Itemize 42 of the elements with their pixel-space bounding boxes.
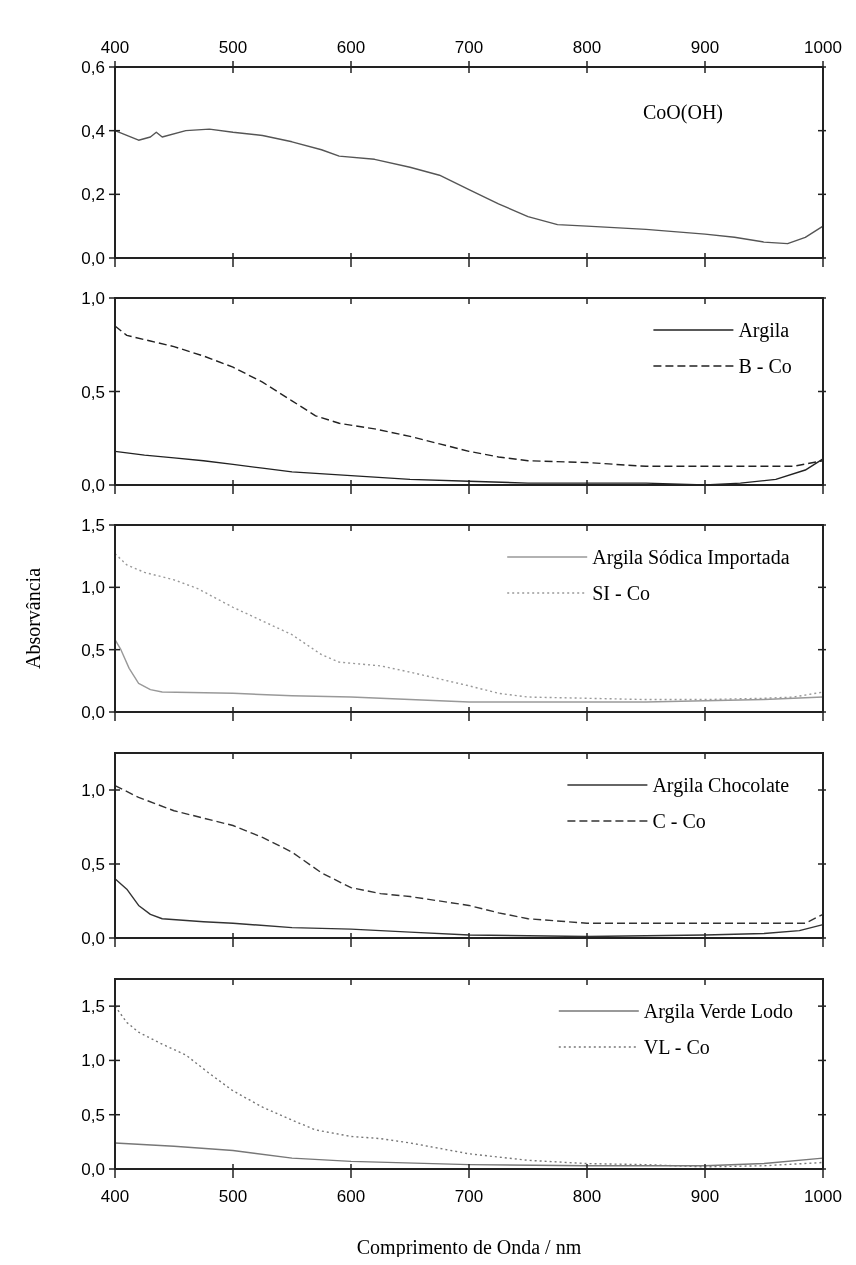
y-tick-label: 0,0 (81, 1160, 105, 1179)
legend-label: Argila Sódica Importada (592, 546, 790, 569)
legend-label: VL - Co (643, 1036, 710, 1058)
annotation: CoO(OH) (643, 101, 723, 124)
legend-label: C - Co (652, 810, 706, 832)
x-tick-label: 800 (572, 1187, 602, 1206)
legend-label: Argila Chocolate (652, 774, 790, 797)
legend-label: Argila (738, 319, 790, 342)
x-tick-label: 600 (336, 38, 366, 57)
x-tick-label: 500 (218, 1187, 248, 1206)
x-tick-label: 700 (454, 1187, 484, 1206)
y-tick-label: 0,0 (81, 703, 105, 722)
y-tick-label: 0,0 (81, 249, 105, 268)
x-tick-label: 400 (100, 38, 130, 57)
y-tick-label: 0,0 (81, 929, 105, 948)
y-axis-title: Absorvância (22, 567, 44, 670)
y-tick-label: 0,5 (81, 382, 105, 402)
legend-label: B - Co (738, 355, 792, 377)
y-tick-label: 0,5 (81, 855, 105, 874)
x-tick-label: 800 (572, 38, 602, 57)
y-tick-label: 1,5 (81, 516, 105, 535)
y-tick-label: 0,0 (81, 476, 105, 495)
y-tick-label: 1,0 (81, 289, 105, 308)
y-tick-label: 0,5 (81, 640, 105, 660)
y-tick-label: 1,5 (81, 997, 105, 1017)
y-tick-label: 1,0 (81, 781, 105, 800)
y-tick-label: 1,0 (81, 578, 105, 598)
x-tick-label: 400 (100, 1187, 130, 1206)
y-tick-label: 0,6 (81, 58, 105, 77)
x-tick-label: 1000 (804, 1187, 842, 1206)
legend-label: Argila Verde Lodo (643, 1000, 794, 1023)
x-tick-label: 600 (336, 1187, 366, 1206)
x-tick-label: 900 (690, 38, 720, 57)
x-tick-label: 500 (218, 38, 248, 57)
y-tick-label: 0,5 (81, 1105, 105, 1125)
x-tick-label: 1000 (804, 38, 842, 57)
y-tick-label: 0,2 (81, 185, 105, 205)
legend-label: SI - Co (592, 582, 650, 604)
y-tick-label: 0,4 (81, 121, 105, 141)
y-tick-label: 1,0 (81, 1051, 105, 1071)
x-tick-label: 700 (454, 38, 484, 57)
x-tick-label: 900 (690, 1187, 720, 1206)
